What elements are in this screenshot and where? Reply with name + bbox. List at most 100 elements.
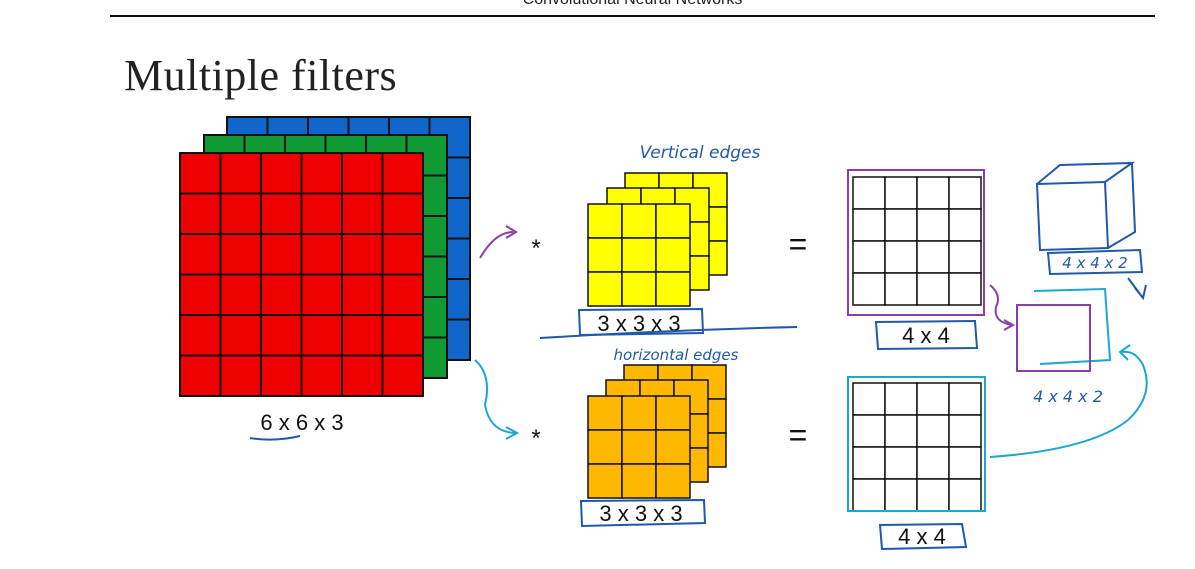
- output-2-cell: [916, 478, 950, 512]
- header-text: Convolutional Neural Networks: [110, 0, 1155, 9]
- output-2-cell: [884, 446, 918, 480]
- output-1-outline: [847, 169, 985, 316]
- output-1-grid: [852, 176, 982, 306]
- filter-1-front-cell: [655, 237, 691, 273]
- input-red-cell: [219, 273, 262, 316]
- filter-2: horizontal edges 3 x 3 x 3: [579, 346, 739, 528]
- filter-2-front-cell: [621, 463, 657, 499]
- output-2-cell: [852, 382, 886, 416]
- separator-line: [539, 326, 798, 339]
- output-cube-pointer: [1127, 277, 1147, 301]
- output-1-cell: [884, 176, 918, 210]
- output-cube: 4 x 4 x 2: [1035, 161, 1147, 301]
- input-red-cell: [341, 152, 384, 195]
- input-red-cell: [381, 314, 424, 357]
- input-red-cell: [260, 273, 303, 316]
- output-cube-front: [1035, 180, 1110, 252]
- output-2-cell: [916, 382, 950, 416]
- filter-1-front-cell: [587, 237, 623, 273]
- input-label: 6 x 6 x 3: [260, 410, 343, 435]
- filter-1-annotation: Vertical edges: [640, 143, 761, 163]
- input-red-cell: [300, 314, 343, 357]
- output-1-cell: [884, 272, 918, 306]
- input-red-cell: [300, 273, 343, 316]
- output-2-cell: [948, 446, 982, 480]
- filter-2-label-box: [579, 498, 707, 528]
- header-rule: [110, 15, 1155, 17]
- output-1-cell: [884, 240, 918, 274]
- output-1-cell: [916, 240, 950, 274]
- input-red-cell: [381, 152, 424, 195]
- output-2-cell: [852, 446, 886, 480]
- filter-1-front-cell: [621, 203, 657, 239]
- input-red-cell: [219, 354, 262, 397]
- input-red-cell: [260, 314, 303, 357]
- output-2-cell: [916, 446, 950, 480]
- output-1-cell: [884, 208, 918, 242]
- slide-title: Multiple filters: [124, 51, 398, 100]
- filter-2-front-cell: [655, 463, 691, 499]
- input-red-cell: [260, 354, 303, 397]
- filter-2-front-cell: [655, 429, 691, 465]
- input-red-cell: [179, 314, 222, 357]
- filter-1-front-cell: [587, 203, 623, 239]
- output-2: 4 x 4: [847, 376, 986, 551]
- input-red-cell: [381, 192, 424, 235]
- filter-2-layers: [587, 364, 727, 499]
- input-red-cell: [341, 233, 384, 276]
- filter-2-annotation: horizontal edges: [614, 346, 739, 364]
- input-red-cell: [260, 152, 303, 195]
- output-1: 4 x 4: [847, 169, 985, 351]
- stacked-output-front: [1016, 304, 1091, 372]
- output-2-cell: [948, 414, 982, 448]
- input-red-cell: [381, 233, 424, 276]
- arrow-output-1-to-stack: [989, 284, 1016, 331]
- input-red-cell: [179, 152, 222, 195]
- filter-2-front-cell: [655, 395, 691, 431]
- output-1-label-box: [874, 319, 979, 351]
- output-2-cell: [852, 414, 886, 448]
- output-cube-label-box: [1046, 248, 1144, 276]
- equals-operator-2: =: [789, 417, 808, 453]
- input-red-cell: [300, 354, 343, 397]
- filter-2-front-cell: [621, 429, 657, 465]
- output-cube-label: 4 x 4 x 2: [1062, 254, 1127, 272]
- input-red-cell: [341, 192, 384, 235]
- filter-1-layers: [587, 172, 728, 307]
- output-2-grid: [852, 382, 982, 512]
- input-channel-red: [179, 152, 424, 397]
- filter-1-front-cell: [587, 271, 623, 307]
- input-volume: 6 x 6 x 3: [179, 116, 471, 441]
- input-red-cell: [219, 233, 262, 276]
- filter-2-front-cell: [587, 463, 623, 499]
- stacked-output: 4 x 4 x 2: [989, 284, 1148, 458]
- output-2-cell: [948, 382, 982, 416]
- output-1-cell: [948, 208, 982, 242]
- output-1-cell: [948, 272, 982, 306]
- input-red-cell: [341, 314, 384, 357]
- filter-1-front-cell: [621, 271, 657, 307]
- convolve-operator-2: *: [531, 425, 540, 452]
- filter-1-front-cell: [621, 237, 657, 273]
- input-red-cell: [300, 152, 343, 195]
- output-cube-edges: [1036, 161, 1137, 249]
- output-2-cell: [884, 414, 918, 448]
- filter-1-front-cell: [655, 203, 691, 239]
- output-1-cell: [916, 208, 950, 242]
- filter-2-front-cell: [587, 395, 623, 431]
- input-red-cell: [381, 273, 424, 316]
- input-label-underline: [249, 435, 301, 441]
- output-2-cell: [916, 414, 950, 448]
- stacked-output-back: [1033, 287, 1112, 365]
- output-1-cell: [852, 176, 886, 210]
- output-1-cell: [916, 272, 950, 306]
- output-2-label: 4 x 4: [898, 524, 946, 549]
- input-red-cell: [179, 273, 222, 316]
- output-2-cell: [884, 478, 918, 512]
- output-2-cell: [852, 478, 886, 512]
- input-red-cell: [179, 354, 222, 397]
- arrow-to-filter-2: [474, 359, 520, 440]
- input-red-cell: [341, 273, 384, 316]
- output-1-cell: [916, 176, 950, 210]
- input-red-cell: [179, 192, 222, 235]
